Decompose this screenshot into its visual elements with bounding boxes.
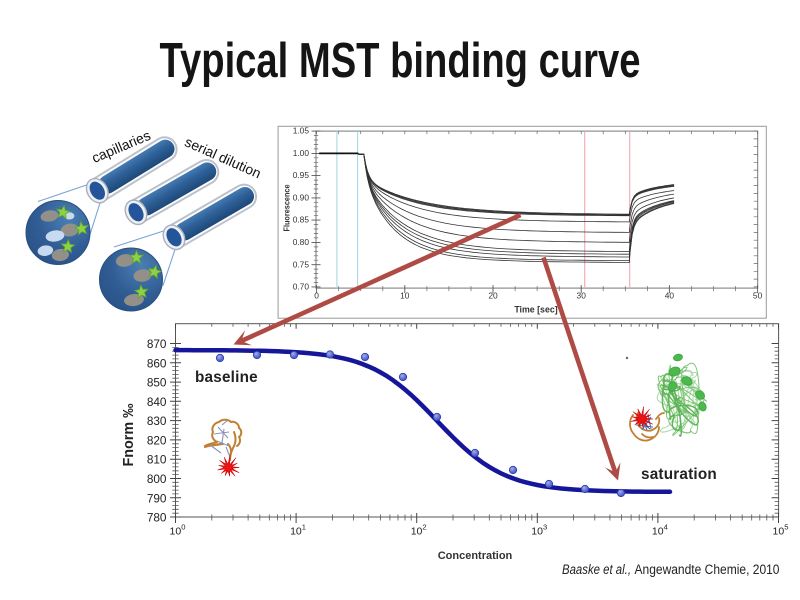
- svg-text:830: 830: [147, 414, 167, 428]
- svg-text:850: 850: [147, 376, 167, 390]
- svg-text:0.90: 0.90: [293, 193, 310, 203]
- svg-text:0: 0: [314, 291, 319, 301]
- svg-text:50: 50: [753, 291, 763, 301]
- svg-text:Angewandte Chemie, 2010: Angewandte Chemie, 2010: [635, 562, 780, 577]
- svg-text:10: 10: [400, 291, 410, 301]
- svg-text:1.05: 1.05: [293, 126, 310, 136]
- svg-text:40: 40: [665, 291, 675, 301]
- svg-text:103: 103: [531, 523, 547, 538]
- svg-text:820: 820: [147, 433, 167, 447]
- svg-text:0.75: 0.75: [293, 259, 310, 269]
- svg-text:780: 780: [147, 511, 167, 525]
- svg-text:800: 800: [147, 472, 167, 486]
- svg-text:102: 102: [411, 523, 427, 538]
- svg-text:105: 105: [773, 523, 789, 538]
- svg-text:1.00: 1.00: [293, 148, 310, 158]
- svg-text:Fnorm ‰: Fnorm ‰: [121, 403, 137, 466]
- svg-text:790: 790: [147, 491, 167, 505]
- svg-text:100: 100: [170, 523, 186, 538]
- svg-text:Baaske et al.,: Baaske et al.,: [562, 562, 631, 577]
- svg-text:870: 870: [147, 337, 167, 351]
- svg-text:101: 101: [290, 523, 306, 538]
- svg-text:0.85: 0.85: [293, 215, 310, 225]
- svg-text:0.95: 0.95: [293, 170, 310, 180]
- svg-text:Fluorescence: Fluorescence: [283, 184, 292, 232]
- svg-text:20: 20: [488, 291, 498, 301]
- svg-text:30: 30: [577, 291, 587, 301]
- svg-text:Time [sec]: Time [sec]: [514, 305, 557, 315]
- svg-text:810: 810: [147, 453, 167, 467]
- svg-text:baseline: baseline: [195, 369, 258, 386]
- svg-text:0.80: 0.80: [293, 237, 310, 247]
- svg-text:Concentration: Concentration: [438, 550, 513, 562]
- svg-text:104: 104: [652, 523, 668, 538]
- svg-text:saturation: saturation: [641, 466, 717, 483]
- svg-text:860: 860: [147, 356, 167, 370]
- svg-text:Typical MST binding curve: Typical MST binding curve: [160, 34, 641, 88]
- svg-text:840: 840: [147, 395, 167, 409]
- svg-text:0.70: 0.70: [293, 282, 310, 292]
